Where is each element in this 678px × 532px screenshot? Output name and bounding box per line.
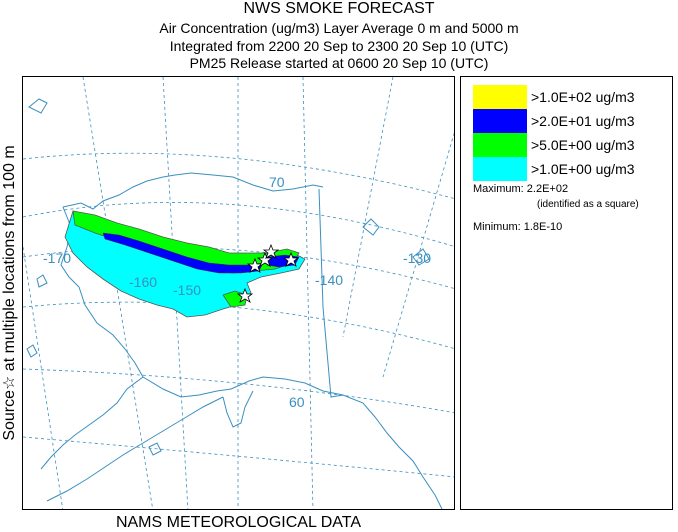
- lon-label-170: -170: [43, 250, 71, 266]
- legend-maximum: Maximum: 2.2E+02: [473, 183, 569, 195]
- latitude-lines: [23, 152, 454, 478]
- star-icon: [256, 251, 274, 267]
- product-description: Air Concentration (ug/m3) Layer Average …: [159, 20, 519, 36]
- legend-maximum-note: (identified as a square): [537, 199, 639, 210]
- island-3: [26, 344, 38, 358]
- data-source-footer: NAMS METEOROLOGICAL DATA: [115, 514, 362, 531]
- star-icon: [282, 251, 300, 267]
- lon-label-150: -150: [173, 282, 201, 298]
- integration-period: Integrated from 2200 20 Sep to 2300 20 S…: [169, 38, 509, 54]
- lon-label-160: -160: [129, 274, 157, 290]
- lon-line-165: [82, 77, 154, 509]
- canada-border: [318, 188, 344, 398]
- longitude-lines: [23, 77, 454, 509]
- source-side-label-container: Source☆ at multiple locations from 100 m: [0, 76, 18, 510]
- grid-labels: -170 -160 -150 -140 -130 70 60: [43, 174, 431, 410]
- lat-label-70: 70: [269, 174, 285, 190]
- legend-swatch-yellow: [473, 85, 527, 109]
- lon-label-140: -140: [315, 272, 343, 288]
- lon-line-175: [23, 246, 64, 509]
- legend-swatch-cyan: [473, 157, 527, 181]
- lon-label-130: -130: [403, 250, 431, 266]
- arctic-coast: [62, 172, 324, 210]
- lon-line-135: [342, 77, 394, 338]
- west-coast: [40, 206, 144, 470]
- source-side-label: Source☆ at multiple locations from 100 m: [1, 145, 18, 441]
- lat-line-60: [23, 368, 454, 414]
- legend-label-5: >5.0E+00 ug/m3: [531, 137, 635, 153]
- legend-row-100: >1.0E+02 ug/m3: [473, 85, 673, 109]
- lon-line-130: [382, 132, 454, 378]
- island-6: [412, 248, 430, 266]
- smoke-map: -170 -160 -150 -140 -130 70 60: [23, 77, 454, 509]
- star-icon: [262, 243, 280, 259]
- island-4: [148, 442, 162, 456]
- lat-line-56: [23, 436, 454, 478]
- legend-row-20: >2.0E+01 ug/m3: [473, 109, 673, 133]
- star-icon: [236, 287, 254, 303]
- legend-swatch-blue: [473, 109, 527, 133]
- island-5: [362, 218, 380, 236]
- lat-label-60: 60: [289, 394, 305, 410]
- map-panel: -170 -160 -150 -140 -130 70 60: [22, 76, 455, 510]
- lon-line-145: [302, 77, 314, 509]
- kenai-coast: [222, 390, 254, 428]
- legend-label-1: >1.0E+00 ug/m3: [531, 161, 635, 177]
- lat-line-70: [23, 202, 454, 247]
- legend-swatch-green: [473, 133, 527, 157]
- legend-panel: >1.0E+02 ug/m3 >2.0E+01 ug/m3 >5.0E+00 u…: [460, 76, 673, 510]
- gulf-coast: [142, 376, 443, 509]
- star-icon: [246, 257, 264, 273]
- legend-label-20: >2.0E+01 ug/m3: [531, 113, 635, 129]
- island-1: [28, 98, 48, 114]
- legend-row-1: >1.0E+00 ug/m3: [473, 157, 673, 181]
- legend-label-100: >1.0E+02 ug/m3: [531, 89, 635, 105]
- island-2: [36, 274, 48, 288]
- lat-line-75: [23, 152, 454, 199]
- release-info: PM25 Release started at 0600 20 Sep 10 (…: [189, 55, 489, 71]
- legend-row-5: >5.0E+00 ug/m3: [473, 133, 673, 157]
- source-markers: [236, 243, 300, 303]
- contour-gt-20: [102, 232, 264, 274]
- coastline: [26, 98, 443, 509]
- legend-minimum: Minimum: 1.8E-10: [473, 221, 563, 233]
- alaska-peninsula: [46, 396, 224, 502]
- map-title: NWS SMOKE FORECAST: [243, 0, 435, 17]
